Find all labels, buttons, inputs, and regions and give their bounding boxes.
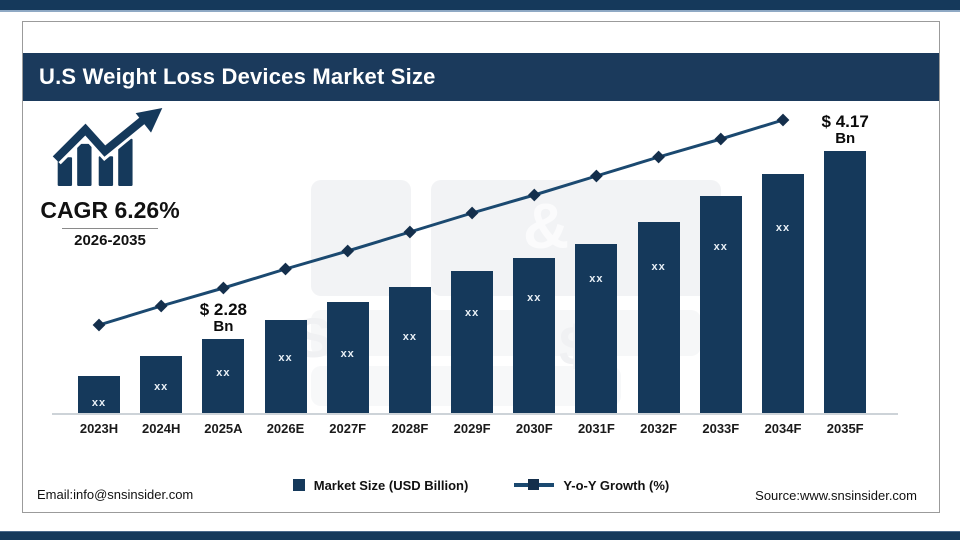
x-axis-line	[52, 413, 898, 415]
line-marker-icon	[714, 132, 728, 146]
bar-value-label: xx	[216, 367, 231, 379]
top-strip	[0, 0, 960, 12]
bar-value-label: xx	[713, 241, 728, 253]
annotation-2035F: $ 4.17 Bn	[785, 113, 905, 146]
x-axis-label-2024H: 2024H	[142, 421, 181, 436]
bar-2033F: xx	[699, 196, 742, 413]
footer-source: Source:www.snsinsider.com	[755, 488, 917, 503]
x-axis-label-2034F: 2034F	[764, 421, 802, 436]
x-axis-label-2030F: 2030F	[515, 421, 553, 436]
bar-value-label: xx	[527, 292, 542, 304]
cagr-period: 2026-2035	[74, 232, 146, 249]
annotation-2025A: $ 2.28 Bn	[163, 301, 283, 334]
x-axis-label-2032F: 2032F	[640, 421, 678, 436]
legend-label-yoy-growth: Y-o-Y Growth (%)	[563, 477, 670, 493]
bar-2024H: xx	[140, 356, 183, 413]
annotation-unit: Bn	[213, 318, 234, 335]
chart-legend: Market Size (USD Billion) Y-o-Y Growth (…	[23, 474, 939, 496]
x-axis-label-2028F: 2028F	[391, 421, 429, 436]
cagr-block: CAGR 6.26% 2026-2035	[30, 108, 190, 249]
line-marker-icon	[403, 225, 417, 239]
line-marker-icon	[590, 169, 603, 183]
title-band: U.S Weight Loss Devices Market Size	[23, 53, 939, 101]
x-axis-label-2029F: 2029F	[453, 421, 491, 436]
annotation-unit: Bn	[835, 130, 856, 147]
bar-value-label: xx	[278, 352, 293, 364]
line-marker-icon	[527, 188, 541, 202]
bar-2035F	[824, 151, 867, 413]
x-axis-label-2025A: 2025A	[204, 421, 243, 436]
bar-2032F: xx	[637, 222, 680, 413]
bar-value-label: xx	[154, 381, 169, 393]
line-marker-icon	[279, 262, 292, 276]
bar-value-label: xx	[775, 222, 791, 234]
x-axis-label-2023H: 2023H	[79, 421, 119, 436]
bar-value-label: xx	[340, 348, 355, 360]
bar-2030F: xx	[513, 258, 556, 413]
bottom-strip	[0, 531, 960, 540]
cagr-divider	[62, 228, 158, 229]
annotation-value: $ 4.17	[821, 112, 869, 131]
bar-2025A: xx	[202, 339, 245, 413]
x-axis-label-2027F: 2027F	[329, 421, 367, 436]
x-axis-label-2035F: 2035F	[826, 421, 864, 436]
line-marker-icon	[652, 150, 665, 164]
bar-2027F: xx	[326, 302, 369, 413]
x-axis-label-2026E: 2026E	[266, 421, 305, 436]
bar-value-label: xx	[589, 273, 604, 285]
bar-2023H: xx	[78, 376, 120, 413]
bar-value-label: xx	[651, 261, 666, 273]
x-axis-label-2031F: 2031F	[577, 421, 615, 436]
bar-swatch-icon	[292, 479, 305, 491]
bar-2029F: xx	[451, 271, 494, 413]
page-title: U.S Weight Loss Devices Market Size	[39, 64, 436, 89]
line-marker-icon	[528, 479, 540, 490]
line-marker-icon	[217, 281, 230, 295]
bar-2028F: xx	[388, 287, 431, 413]
bar-2034F: xx	[762, 174, 804, 413]
line-marker-icon	[341, 244, 355, 258]
bar-value-label: xx	[91, 397, 107, 409]
bar-2026E: xx	[264, 320, 307, 413]
x-axis-label-2033F: 2033F	[702, 421, 740, 436]
footer-email: Email:info@snsinsider.com	[37, 487, 194, 502]
legend-item-market-size: Market Size (USD Billion)	[292, 477, 469, 493]
line-marker-icon	[92, 318, 106, 332]
line-marker-icon	[465, 206, 479, 220]
line-swatch-icon	[514, 479, 555, 490]
bar-2031F: xx	[575, 244, 618, 413]
annotation-value: $ 2.28	[199, 300, 248, 319]
growth-chart-logo-icon	[50, 108, 163, 186]
bar-value-label: xx	[464, 307, 480, 319]
legend-label-market-size: Market Size (USD Billion)	[313, 477, 469, 493]
bar-value-label: xx	[402, 331, 418, 343]
cagr-value: CAGR 6.26%	[40, 197, 180, 223]
legend-item-yoy-growth: Y-o-Y Growth (%)	[514, 478, 669, 493]
